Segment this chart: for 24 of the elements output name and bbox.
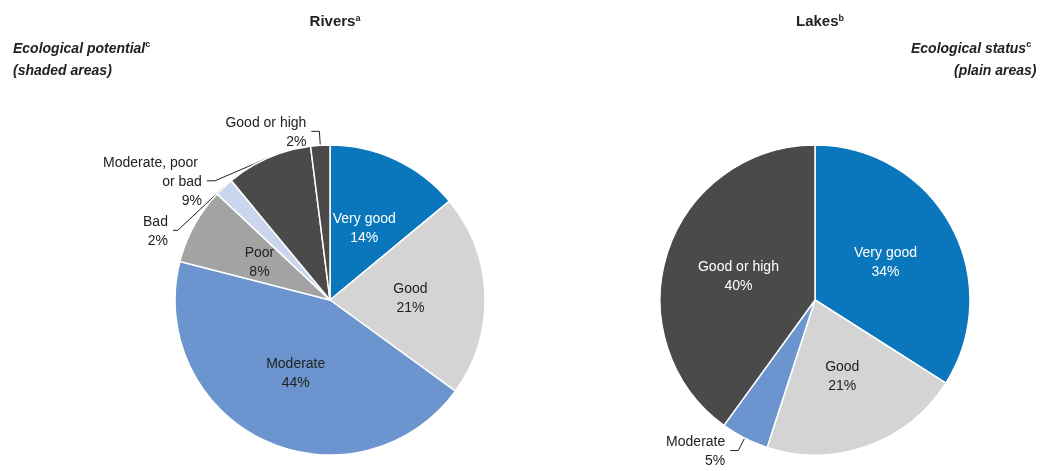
data-label: 2%: [286, 132, 307, 149]
slice-label: Good or high: [697, 257, 779, 274]
data-label: 2%: [147, 231, 168, 248]
data-label: 34%: [871, 262, 900, 279]
slice-label: Very good: [854, 243, 918, 260]
slice-label: Moderate, poor or bad: [103, 153, 202, 189]
slice-label: Good: [825, 358, 860, 375]
slice-label: Good: [393, 279, 428, 296]
data-label: 8%: [249, 262, 270, 279]
data-label: 5%: [705, 452, 726, 469]
slice-label: Moderate: [266, 355, 326, 372]
data-label: 40%: [724, 276, 753, 293]
data-label: 14%: [350, 228, 379, 245]
text: (shaded areas): [13, 62, 113, 78]
slice-label: Good or high: [225, 113, 307, 130]
slice-label: Moderate: [666, 433, 726, 450]
data-label: 21%: [396, 298, 425, 315]
slice-label: Poor: [244, 243, 275, 260]
slice-label: Very good: [332, 209, 396, 226]
slice-label: Bad: [143, 212, 168, 229]
data-label: 21%: [828, 377, 857, 394]
data-label: 9%: [181, 191, 202, 208]
data-label: 44%: [281, 374, 310, 391]
text: (plain areas): [954, 62, 1037, 78]
